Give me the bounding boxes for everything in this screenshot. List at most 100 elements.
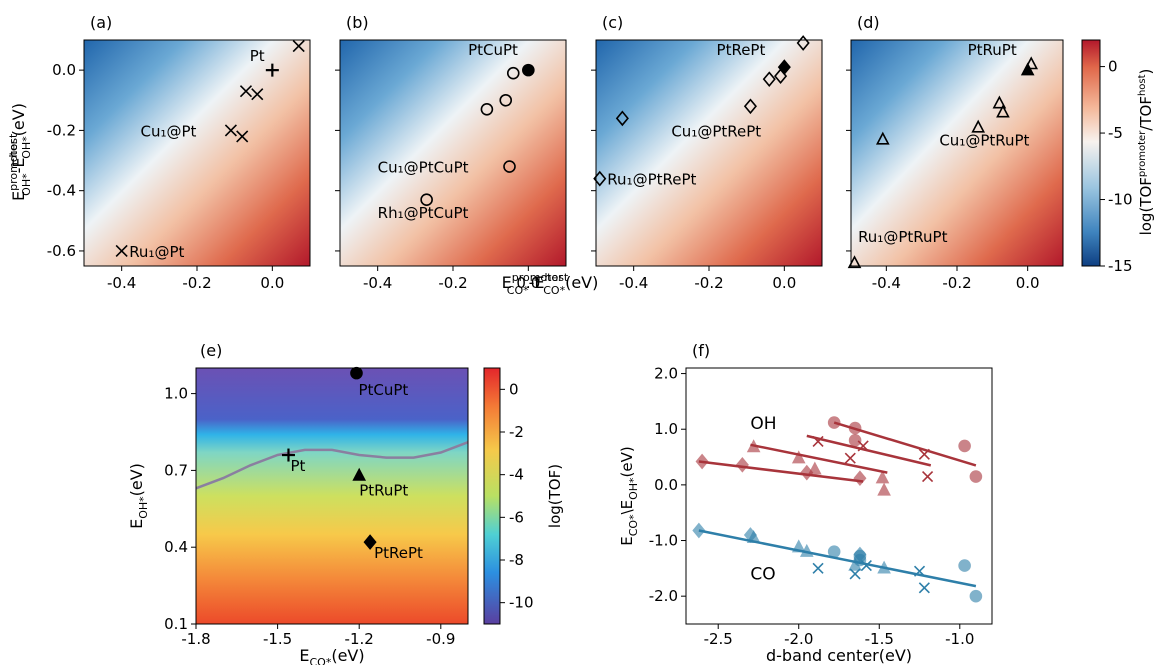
data-point xyxy=(777,59,791,75)
panel-label: (e) xyxy=(200,341,222,360)
x-tick-label: -0.2 xyxy=(694,274,723,292)
data-point xyxy=(849,568,861,580)
data-point xyxy=(743,98,757,115)
data-point xyxy=(918,582,930,594)
data-point xyxy=(593,170,607,187)
x-tick-label: -0.2 xyxy=(942,274,971,292)
x-axis-label: ECO*(eV) xyxy=(299,646,364,665)
fit-line xyxy=(750,443,888,474)
x-tick-label: 0.0 xyxy=(516,274,540,292)
x-tick-label: -2.5 xyxy=(704,630,733,648)
data-point xyxy=(913,565,926,577)
y-tick-label: -0.6 xyxy=(47,242,76,260)
annotation-label: PtCuPt xyxy=(468,41,518,59)
data-point xyxy=(522,63,535,77)
heatmap-background xyxy=(596,40,822,266)
data-point xyxy=(762,71,776,88)
annotation-label: Cu₁@Pt xyxy=(141,122,197,140)
data-point xyxy=(808,461,822,475)
heatmap-background xyxy=(851,40,1063,266)
data-point xyxy=(853,470,867,487)
data-point xyxy=(971,119,986,133)
x-tick-label: 0.0 xyxy=(1016,274,1040,292)
point-label: PtRePt xyxy=(374,544,423,562)
panel-e: (e) -1.8 -1.5 -1.2 -0.9 0.1 0.4 0.7 1.0 Pt PtCuPt P… xyxy=(127,341,469,665)
annotation-label: Cu₁@PtRuPt xyxy=(939,131,1029,149)
data-point xyxy=(503,160,516,173)
y-tick-label: 1.0 xyxy=(654,420,678,438)
data-point xyxy=(791,539,806,553)
data-point xyxy=(1020,62,1035,76)
data-point xyxy=(875,470,890,484)
heatmap-background xyxy=(196,368,468,624)
annotation-label: Cu₁@PtCuPt xyxy=(378,159,469,177)
data-point xyxy=(281,448,295,462)
data-point xyxy=(918,448,930,460)
x-tick-label: -0.2 xyxy=(182,274,211,292)
data-point xyxy=(796,35,810,51)
panel-a: (a) -0.4 -0.2 0.0 0.0 -0.2 -0.4 -0.6 Pt Cu₁@Pt Ru₁… xyxy=(47,13,311,292)
annotation-label: PtRePt xyxy=(717,41,766,59)
point-label: Pt xyxy=(290,457,305,475)
data-point xyxy=(844,452,856,464)
colorbar-tick-label: -6 xyxy=(509,508,524,526)
colorbar-top-label: log(TOFpromoter/TOFhost) xyxy=(1137,69,1155,236)
x-tick-label: -1.5 xyxy=(263,630,292,648)
data-point xyxy=(499,93,513,107)
data-point xyxy=(877,560,891,574)
x-tick-label: -0.4 xyxy=(107,274,136,292)
data-point xyxy=(695,453,709,470)
y-tick-label: -2.0 xyxy=(649,587,678,605)
x-tick-label: -1.8 xyxy=(181,630,210,648)
panel-label: (c) xyxy=(602,13,623,32)
data-point xyxy=(236,130,249,143)
x-axis-label: d-band center(eV) xyxy=(766,646,912,665)
data-point xyxy=(812,435,824,448)
y-tick-label: 2.0 xyxy=(654,365,678,383)
data-point xyxy=(480,103,494,116)
y-axis-label: EOH*(eV) xyxy=(127,463,150,529)
annotation-label: Ru₁@Pt xyxy=(129,243,184,261)
fit-line xyxy=(698,529,977,588)
annotation-label: Ru₁@PtRuPt xyxy=(858,228,948,246)
y-tick-label: 0.1 xyxy=(164,615,188,633)
data-point xyxy=(877,482,891,496)
y-tick-label: 1.0 xyxy=(164,385,188,403)
y-tick-label: 0.0 xyxy=(654,476,678,494)
x-tick-label: -0.2 xyxy=(438,274,467,292)
data-point xyxy=(363,534,377,550)
colorbar-tick-label: -10 xyxy=(509,594,534,612)
y-tick-label: 0.4 xyxy=(164,538,188,556)
colorbar-tick-label: -8 xyxy=(509,551,524,569)
panel-d: (d) -0.4 -0.2 0.0 PtRuPt Cu₁@PtRuPt Ru₁@PtRuPt xyxy=(846,13,1064,292)
annotation-label: PtRuPt xyxy=(968,41,1017,59)
shared-x-axis-label: Epromoter CO*-Ehost CO*(eV) xyxy=(502,271,599,297)
y-axis-label: ECO*\EOH*(eV) xyxy=(618,446,640,546)
data-point xyxy=(848,421,862,435)
data-point xyxy=(827,545,841,558)
panel-label: (b) xyxy=(346,13,369,32)
x-tick-label: -0.4 xyxy=(872,274,901,292)
x-tick-label: -0.4 xyxy=(619,274,648,292)
y-tick-label: 0.7 xyxy=(164,461,188,479)
fit-line xyxy=(806,434,932,467)
data-point xyxy=(239,85,253,98)
data-point xyxy=(692,522,706,539)
panel-label: (a) xyxy=(90,13,112,32)
colorbar-tick-label: -10 xyxy=(1108,191,1133,209)
point-label: PtCuPt xyxy=(358,381,408,399)
data-point xyxy=(958,559,971,572)
annotation-label: Rh₁@PtCuPt xyxy=(378,204,469,222)
panel-label: (d) xyxy=(857,13,880,32)
colorbar-tick-label: 0 xyxy=(1108,58,1118,76)
annotation-label: Pt xyxy=(250,47,265,65)
annotation-label: Cu₁@PtRePt xyxy=(671,122,761,140)
data-point xyxy=(853,553,867,567)
data-point xyxy=(791,450,806,464)
data-point xyxy=(420,193,433,207)
y-tick-label: -0.4 xyxy=(47,182,76,200)
colorbar-tick-label: 0 xyxy=(509,380,519,398)
shared-y-axis-label: EpromoterOH*-EhostOH*(eV) xyxy=(7,103,33,201)
plot-frame xyxy=(195,367,469,625)
